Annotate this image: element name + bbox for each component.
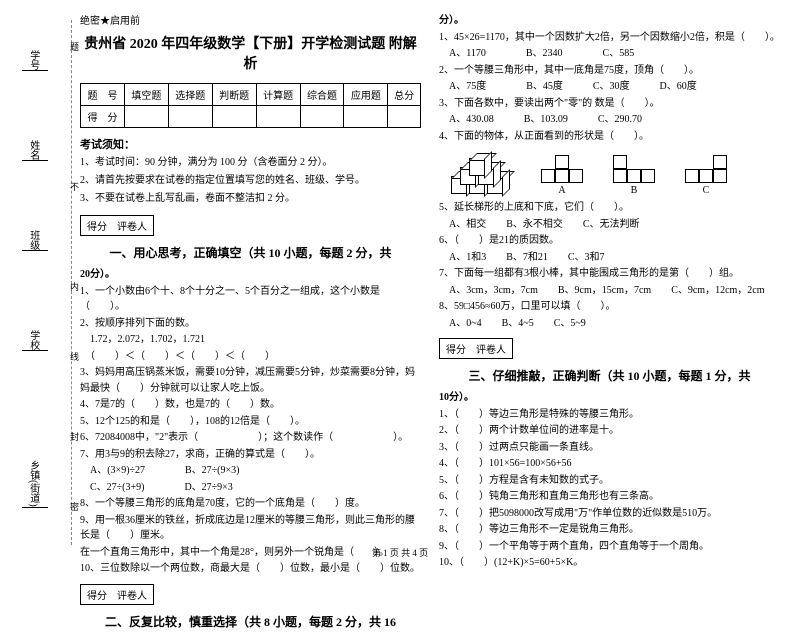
notice-block: 1、考试时间：90 分钟，满分为 100 分（含卷面分 2 分）。 2、请首先按…: [80, 155, 421, 206]
q2-8: 8、59□456≈60万，口里可以填（ ）。: [439, 299, 780, 315]
sidebar-class: 班级: [22, 230, 48, 251]
seal-mark-6: 密: [70, 500, 79, 513]
notice-2: 2、请首先按要求在试卷的指定位置填写您的姓名、班级、学号。: [80, 173, 421, 188]
notice-3: 3、不要在试卷上乱写乱画，卷面不整洁扣 2 分。: [80, 191, 421, 206]
shape-a: A: [541, 155, 583, 196]
th-app: 应用题: [344, 84, 388, 106]
seal-mark-1: 题: [70, 40, 79, 53]
shape-b: B: [613, 155, 655, 196]
sidebar-school: 学校: [22, 330, 48, 351]
left-column: 绝密★启用前 贵州省 2020 年四年级数学【下册】开学检测试题 附解析 题 号…: [80, 12, 421, 636]
q2-6a: A、1和3 B、7和21 C、3和7: [439, 250, 780, 266]
q2-5: 5、延长梯形的上底和下底，它们（ ）。: [439, 200, 780, 216]
q3-7: 7、（ ）把5098000改写成用"万"作单位数的近似数是510万。: [439, 506, 780, 522]
q2-8a: A、0~4 B、4~5 C、5~9: [439, 316, 780, 332]
q2-7: 7、下面每一组都有3根小棒，其中能围成三角形的是第（ ）组。: [439, 266, 780, 282]
th-choice: 选择题: [168, 84, 212, 106]
th-comp: 综合题: [300, 84, 344, 106]
q2-5a: A、相交 B、永不相交 C、无法判断: [439, 217, 780, 233]
q1-5: 5、12个125的和是（ ），108的12倍是（ ）。: [80, 414, 421, 430]
shape-c: C: [685, 155, 727, 196]
th-total: 总分: [388, 84, 421, 106]
section-3-tail: 10分）。: [439, 390, 780, 406]
q3-6: 6、（ ）钝角三角形和直角三角形也有三条高。: [439, 489, 780, 505]
right-column: 分）。 1、45×26=1170，其中一个因数扩大2倍，另一个因数缩小2倍，积是…: [439, 12, 780, 636]
score-table: 题 号 填空题 选择题 判断题 计算题 综合题 应用题 总分 得 分: [80, 83, 421, 128]
seal-mark-2: 不: [70, 180, 79, 193]
notice-1: 1、考试时间：90 分钟，满分为 100 分（含卷面分 2 分）。: [80, 155, 421, 170]
q1-3: 3、妈妈用高压锅蒸米饭，需要10分钟，减压需要5分钟，炒菜需要8分钟，妈妈最快（…: [80, 365, 421, 396]
sidebar-town: 乡镇(街道): [22, 460, 48, 508]
score-box-3: 得分 评卷人: [439, 338, 513, 359]
section-2-tail: 分）。: [439, 13, 780, 29]
exam-title: 贵州省 2020 年四年级数学【下册】开学检测试题 附解析: [80, 33, 421, 73]
section-2-title: 二、反复比较，慎重选择（共 8 小题，每题 2 分，共 16: [80, 613, 421, 630]
score-box-2: 得分 评卷人: [80, 584, 154, 605]
section-3-title: 三、仔细推敲，正确判断（共 10 小题，每题 1 分，共: [439, 367, 780, 384]
th-fill: 填空题: [124, 84, 168, 106]
q3-3: 3、（ ）过两点只能画一条直线。: [439, 440, 780, 456]
th-calc: 计算题: [256, 84, 300, 106]
q1-6: 6、72084008中，"2"表示（ ）；这个数读作（ ）。: [80, 430, 421, 446]
binding-sidebar: 学号 姓名 班级 学校 乡镇(街道) 题 不 内 线 封 密: [22, 20, 72, 545]
cube-isometric: [451, 150, 511, 196]
q3-8: 8、（ ）等边三角形不一定是锐角三角形。: [439, 522, 780, 538]
q2-6: 6、（ ）是21的质因数。: [439, 233, 780, 249]
page-footer: 第 1 页 共 4 页: [0, 546, 800, 559]
section-1-title: 一、用心思考，正确填空（共 10 小题，每题 2 分，共: [80, 244, 421, 261]
q1-10: 10、三位数除以一个两位数，商最大是（ ）位数，最小是（ ）位数。: [80, 561, 421, 577]
q1-9: 9、用一根36厘米的铁丝，折成底边是12厘米的等腰三角形，则此三角形的腰长是（ …: [80, 513, 421, 544]
sidebar-name: 姓名: [22, 140, 48, 161]
th-judge: 判断题: [212, 84, 256, 106]
sidebar-student-id: 学号: [22, 50, 48, 71]
q1-7a: A、(3×9)÷27 B、27÷(9×3): [80, 463, 421, 479]
q1-7: 7、用3与9的积去除27，求商，正确的算式是（ ）。: [80, 447, 421, 463]
seal-mark-5: 封: [70, 430, 79, 443]
notice-title: 考试须知：: [80, 136, 421, 152]
section-1-tail: 20分）。: [80, 267, 421, 283]
q2-2: 2、一个等腰三角形中，其中一底角是75度，顶角（ ）。: [439, 63, 780, 79]
td-score: 得 分: [81, 106, 125, 128]
q1-2a: 1.72，2.072，1.702，1.721: [80, 332, 421, 348]
q3-5: 5、（ ）方程是含有未知数的式子。: [439, 473, 780, 489]
q1-2b: （ ）＜（ ）＜（ ）＜（ ）: [80, 349, 421, 365]
q1-8: 8、一个等腰三角形的底角是70度，它的一个底角是（ ）度。: [80, 496, 421, 512]
q2-1a: A、1170 B、2340 C、585: [439, 46, 780, 62]
q1-1: 1、一个小数由6个十、8个十分之一、5个百分之一组成，这个小数是（ ）。: [80, 284, 421, 315]
q1-2: 2、按顺序排列下面的数。: [80, 316, 421, 332]
q2-3: 3、下面各数中，要读出两个"零"的 数是（ ）。: [439, 96, 780, 112]
secret-label: 绝密★启用前: [80, 12, 421, 27]
q3-2: 2、（ ）两个计数单位间的进率是十。: [439, 423, 780, 439]
q2-3a: A、430.08 B、103.09 C、290.70: [439, 112, 780, 128]
q2-2a: A、75度 B、45度 C、30度 D、60度: [439, 79, 780, 95]
q3-4: 4、（ ）101×56=100×56+56: [439, 456, 780, 472]
q2-7a: A、3cm，3cm，7cm B、9cm，15cm，7cm C、9cm，12cm，…: [439, 283, 780, 299]
th-num: 题 号: [81, 84, 125, 106]
q1-4: 4、7是7的（ ）数，也是7的（ ）数。: [80, 397, 421, 413]
score-box-1: 得分 评卷人: [80, 215, 154, 236]
q2-1: 1、45×26=1170，其中一个因数扩大2倍，另一个因数缩小2倍，积是（ ）。: [439, 30, 780, 46]
seal-mark-4: 线: [70, 350, 79, 363]
shape-row: A B C: [451, 150, 780, 196]
q1-7b: C、27÷(3+9) D、27÷9×3: [80, 480, 421, 496]
seal-mark-3: 内: [70, 280, 79, 293]
q3-1: 1、（ ）等边三角形是特殊的等腰三角形。: [439, 407, 780, 423]
q2-4: 4、下面的物体，从正面看到的形状是（ ）。: [439, 129, 780, 145]
